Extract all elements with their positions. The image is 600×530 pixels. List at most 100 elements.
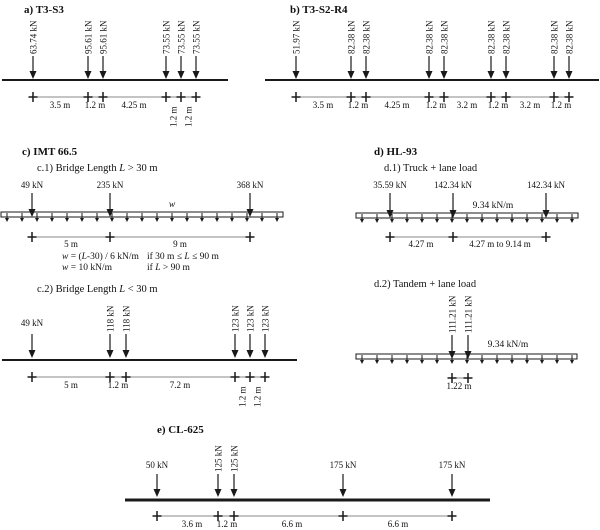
down-arrow-icon bbox=[292, 71, 300, 79]
dimension-markers bbox=[152, 511, 457, 521]
load-label: 111.21 kN bbox=[448, 295, 458, 333]
dimension-label: 1.2 m bbox=[253, 386, 263, 407]
dimension-markers bbox=[28, 92, 201, 102]
load-arrow bbox=[565, 56, 573, 79]
load-arrow bbox=[542, 193, 550, 218]
distributed-load-label: w bbox=[169, 200, 176, 210]
dimension-label: 1.2 m bbox=[184, 106, 194, 127]
load-arrow bbox=[440, 56, 448, 79]
load-label: 82.38 kN bbox=[550, 20, 560, 54]
load-label: 118 kN bbox=[106, 305, 116, 332]
down-arrow-icon bbox=[339, 489, 347, 497]
dimension-label: 5 m bbox=[64, 380, 78, 390]
dimension-label: 3.5 m bbox=[50, 100, 71, 110]
distributed-load-label: 9.34 kN/m bbox=[473, 201, 514, 211]
down-arrow-icon bbox=[28, 209, 36, 217]
load-label: 51.97 kN bbox=[292, 20, 302, 54]
dimension-label: 3.6 m bbox=[182, 519, 203, 529]
down-arrow-icon bbox=[448, 489, 456, 497]
uniform-load-arrows bbox=[5, 213, 279, 222]
load-label: 123 kN bbox=[261, 305, 271, 332]
dimension-label: 1.2 m bbox=[348, 100, 369, 110]
down-arrow-icon bbox=[449, 210, 457, 218]
load-arrow bbox=[362, 56, 370, 79]
down-arrow-icon bbox=[464, 351, 472, 359]
dimension-label: 4.25 m bbox=[121, 100, 146, 110]
load-arrow bbox=[230, 474, 238, 497]
load-label: 125 kN bbox=[214, 445, 224, 472]
load-arrow bbox=[99, 56, 107, 79]
down-arrow-icon bbox=[192, 71, 200, 79]
load-arrow bbox=[425, 56, 433, 79]
dimension-label: 6.6 m bbox=[388, 519, 409, 529]
load-label: 82.38 kN bbox=[362, 20, 372, 54]
panel-subtitle: d.2) Tandem + lane load bbox=[374, 279, 477, 290]
load-arrow bbox=[261, 334, 269, 358]
down-arrow-icon bbox=[362, 71, 370, 79]
panel-subtitle: d.1) Truck + lane load bbox=[384, 163, 478, 174]
dimension-label: 1.2 m bbox=[426, 100, 447, 110]
down-arrow-icon bbox=[565, 71, 573, 79]
load-arrow bbox=[29, 56, 37, 79]
load-label: 123 kN bbox=[231, 305, 241, 332]
load-label: 125 kN bbox=[230, 445, 240, 472]
down-arrow-icon bbox=[440, 71, 448, 79]
dimension-markers bbox=[27, 232, 255, 242]
load-arrow bbox=[347, 56, 355, 79]
load-label: 49 kN bbox=[21, 318, 44, 328]
down-arrow-icon bbox=[347, 71, 355, 79]
load-label: 82.38 kN bbox=[440, 20, 450, 54]
dimension-label: 1.2 m bbox=[169, 106, 179, 127]
dimension-label: 6.6 m bbox=[282, 519, 303, 529]
down-arrow-icon bbox=[502, 71, 510, 79]
load-arrow bbox=[502, 56, 510, 79]
load-label: 82.38 kN bbox=[487, 20, 497, 54]
dimension-label: 4.27 m to 9.14 m bbox=[469, 239, 531, 249]
load-label: 82.38 kN bbox=[425, 20, 435, 54]
load-label: 73.55 kN bbox=[177, 20, 187, 54]
load-arrow bbox=[487, 56, 495, 79]
load-label: 49 kN bbox=[21, 180, 44, 190]
load-label: 142.34 kN bbox=[527, 180, 566, 190]
down-arrow-icon bbox=[177, 71, 185, 79]
dimension-label: 3.2 m bbox=[520, 100, 541, 110]
load-arrow bbox=[28, 334, 36, 358]
dimension-label: 4.27 m bbox=[408, 239, 433, 249]
section-title: d) HL-93 bbox=[374, 146, 418, 158]
load-arrow bbox=[214, 474, 222, 497]
dimension-markers bbox=[447, 373, 473, 383]
load-arrow bbox=[153, 474, 161, 497]
down-arrow-icon bbox=[261, 350, 269, 358]
load-formula-note: w = 10 kN/m bbox=[62, 263, 113, 273]
load-label: 73.55 kN bbox=[162, 20, 172, 54]
dimension-label: 4.25 m bbox=[384, 100, 409, 110]
dimension-label: 1.2 m bbox=[488, 100, 509, 110]
down-arrow-icon bbox=[28, 350, 36, 358]
dimension-label: 1.2 m bbox=[108, 380, 129, 390]
down-arrow-icon bbox=[542, 210, 550, 218]
dimension-label: 1.2 m bbox=[217, 519, 238, 529]
down-arrow-icon bbox=[386, 210, 394, 218]
dimension-label: 3.5 m bbox=[313, 100, 334, 110]
down-arrow-icon bbox=[214, 489, 222, 497]
load-label: 50 kN bbox=[146, 460, 169, 470]
load-label: 82.38 kN bbox=[502, 20, 512, 54]
load-arrow bbox=[448, 474, 456, 497]
load-label: 368 kN bbox=[237, 180, 264, 190]
load-arrow bbox=[339, 474, 347, 497]
load-label: 63.74 kN bbox=[29, 20, 39, 54]
down-arrow-icon bbox=[230, 489, 238, 497]
section-title: a) T3-S3 bbox=[24, 4, 64, 16]
load-arrow bbox=[192, 56, 200, 79]
down-arrow-icon bbox=[29, 71, 37, 79]
down-arrow-icon bbox=[487, 71, 495, 79]
down-arrow-icon bbox=[246, 350, 254, 358]
panel-subtitle: c.1) Bridge Length L > 30 m bbox=[37, 163, 158, 174]
down-arrow-icon bbox=[84, 71, 92, 79]
load-arrow bbox=[246, 334, 254, 358]
panel-subtitle: c.2) Bridge Length L < 30 m bbox=[37, 284, 158, 295]
load-label: 142.34 kN bbox=[434, 180, 473, 190]
load-label: 123 kN bbox=[246, 305, 256, 332]
